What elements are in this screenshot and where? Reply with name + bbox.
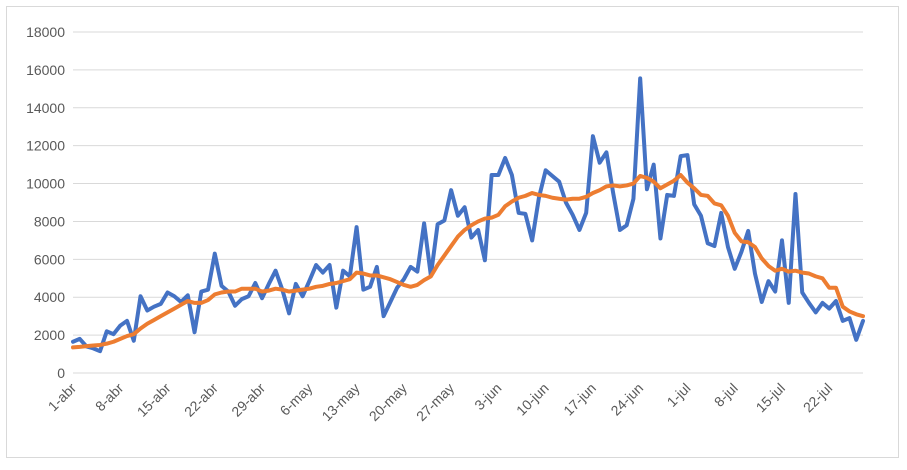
line-chart: 0 2000 4000 6000 8000 10000 12000 14000 16000 180… xyxy=(26,24,865,424)
y-tick-label: 12000 xyxy=(26,138,65,154)
x-tick-label: 3-jun xyxy=(471,380,504,413)
x-tick-label: 29-abr xyxy=(228,380,268,420)
y-tick-label: 2000 xyxy=(34,327,65,343)
x-tick-label: 13-may xyxy=(318,380,362,424)
x-tick-label: 8-jul xyxy=(711,380,741,410)
y-tick-label: 10000 xyxy=(26,176,65,192)
x-tick-label: 6-may xyxy=(277,380,316,419)
y-tick-label: 18000 xyxy=(26,24,65,40)
y-tick-label: 6000 xyxy=(34,251,65,267)
x-tick-label: 8-abr xyxy=(92,380,127,415)
x-tick-label: 15-jul xyxy=(753,380,789,416)
x-tick-label: 20-may xyxy=(366,380,410,424)
x-tick-label: 1-jul xyxy=(664,380,694,410)
y-tick-label: 4000 xyxy=(34,289,65,305)
y-tick-label: 14000 xyxy=(26,100,65,116)
y-tick-label: 0 xyxy=(57,365,65,381)
x-tick-label: 1-abr xyxy=(45,380,80,415)
y-tick-label: 16000 xyxy=(26,62,65,78)
series-line-2 xyxy=(71,173,865,350)
chart-area: 0 2000 4000 6000 8000 10000 12000 14000 16000 180… xyxy=(6,6,899,458)
x-tick-label: 22-jul xyxy=(800,380,836,416)
y-tick-label: 8000 xyxy=(34,213,65,229)
x-tick-label: 24-jun xyxy=(607,380,646,419)
x-tick-label: 17-jun xyxy=(560,380,599,419)
x-tick-label: 27-may xyxy=(413,380,457,424)
series-line-1 xyxy=(71,76,865,354)
x-tick-label: 10-jun xyxy=(513,380,552,419)
x-tick-label: 15-abr xyxy=(134,380,174,420)
x-tick-label: 22-abr xyxy=(181,380,221,420)
